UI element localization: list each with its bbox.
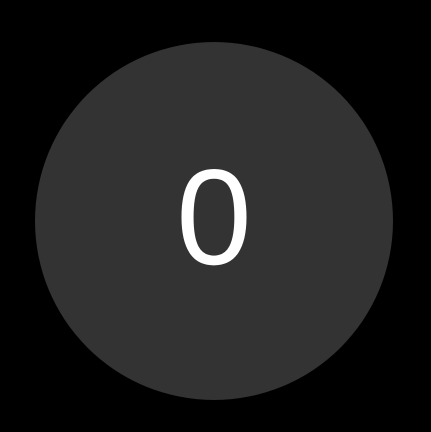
- digit-zero-button[interactable]: 0: [35, 42, 393, 400]
- digit-label: 0: [176, 141, 252, 293]
